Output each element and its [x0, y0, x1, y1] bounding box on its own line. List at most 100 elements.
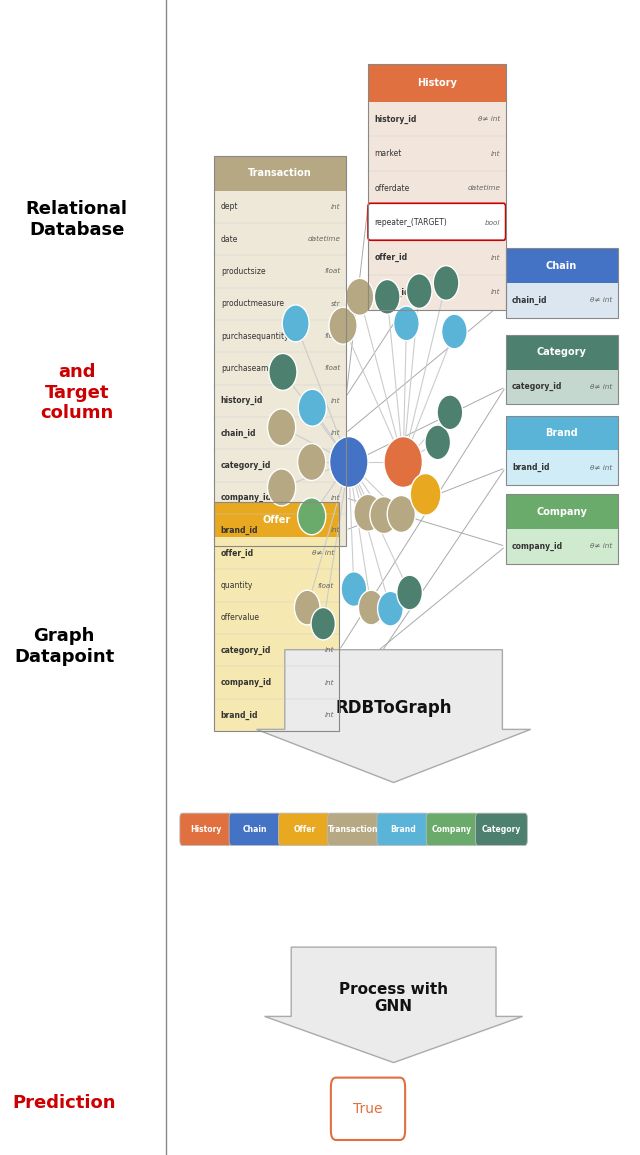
Ellipse shape	[298, 498, 326, 535]
Ellipse shape	[298, 389, 326, 426]
FancyBboxPatch shape	[506, 248, 618, 283]
FancyBboxPatch shape	[506, 494, 618, 529]
Text: datetime: datetime	[307, 236, 340, 243]
Text: float: float	[324, 333, 340, 340]
Ellipse shape	[397, 575, 422, 610]
Ellipse shape	[282, 305, 309, 342]
Text: chain_id: chain_id	[512, 296, 547, 305]
Text: Chain: Chain	[243, 825, 268, 834]
Ellipse shape	[341, 572, 367, 606]
Polygon shape	[264, 947, 523, 1063]
Text: int: int	[324, 647, 334, 654]
Ellipse shape	[437, 395, 463, 430]
Text: Transaction: Transaction	[328, 825, 379, 834]
Ellipse shape	[384, 437, 422, 487]
Text: Graph
Datapoint: Graph Datapoint	[14, 627, 114, 666]
FancyBboxPatch shape	[506, 416, 618, 450]
Text: brand_id: brand_id	[221, 526, 259, 535]
FancyBboxPatch shape	[328, 813, 380, 845]
Text: date: date	[221, 234, 238, 244]
Text: int: int	[491, 254, 500, 261]
Ellipse shape	[406, 274, 432, 308]
Text: θ≠ int: θ≠ int	[590, 464, 612, 471]
Text: purchasequantity: purchasequantity	[221, 331, 289, 341]
FancyBboxPatch shape	[214, 191, 346, 546]
Text: purchaseamount: purchaseamount	[221, 364, 285, 373]
Text: True: True	[353, 1102, 383, 1116]
Text: Brand: Brand	[390, 825, 416, 834]
Text: quantity: quantity	[221, 581, 253, 590]
Text: offerdate: offerdate	[374, 184, 410, 193]
FancyBboxPatch shape	[506, 370, 618, 404]
Text: Offer: Offer	[293, 825, 316, 834]
FancyBboxPatch shape	[377, 813, 429, 845]
Text: market: market	[374, 149, 402, 158]
Text: Offer: Offer	[262, 515, 291, 524]
FancyBboxPatch shape	[214, 156, 346, 191]
Text: θ≠ int: θ≠ int	[590, 543, 612, 550]
Ellipse shape	[378, 591, 403, 626]
Ellipse shape	[358, 590, 384, 625]
Text: int: int	[324, 679, 334, 686]
FancyBboxPatch shape	[506, 283, 618, 318]
Text: datetime: datetime	[467, 185, 500, 192]
Ellipse shape	[374, 280, 400, 314]
Text: and
Target
column: and Target column	[40, 363, 113, 423]
Text: repeater_(TARGET): repeater_(TARGET)	[374, 218, 447, 228]
Text: offervalue: offervalue	[221, 613, 260, 623]
Text: int: int	[331, 494, 340, 501]
Text: chain_id: chain_id	[221, 429, 256, 438]
FancyBboxPatch shape	[368, 102, 506, 310]
Text: int: int	[491, 289, 500, 296]
Text: history_id: history_id	[221, 396, 263, 405]
Text: int: int	[324, 711, 334, 718]
Ellipse shape	[298, 444, 326, 480]
Text: History: History	[190, 825, 221, 834]
Text: category_id: category_id	[221, 461, 271, 470]
Text: Relational
Database: Relational Database	[26, 200, 128, 239]
FancyBboxPatch shape	[368, 203, 506, 240]
Ellipse shape	[433, 266, 459, 300]
Text: Company: Company	[432, 825, 472, 834]
Text: category_id: category_id	[221, 646, 271, 655]
Text: Brand: Brand	[545, 429, 578, 438]
FancyBboxPatch shape	[214, 502, 339, 537]
Text: float: float	[318, 614, 334, 621]
Text: offer_id: offer_id	[374, 253, 408, 262]
Text: chain_id: chain_id	[374, 288, 410, 297]
Text: θ≠ int: θ≠ int	[590, 383, 612, 390]
Text: int: int	[491, 150, 500, 157]
FancyBboxPatch shape	[368, 64, 506, 102]
FancyBboxPatch shape	[278, 813, 330, 845]
FancyBboxPatch shape	[506, 450, 618, 485]
FancyBboxPatch shape	[506, 335, 618, 370]
Ellipse shape	[268, 409, 296, 446]
Text: category_id: category_id	[512, 382, 563, 392]
Text: Chain: Chain	[546, 261, 577, 270]
Text: int: int	[331, 527, 340, 534]
Text: Category: Category	[537, 348, 586, 357]
FancyBboxPatch shape	[476, 813, 527, 845]
Ellipse shape	[269, 353, 297, 390]
Ellipse shape	[354, 494, 382, 531]
Text: int: int	[331, 462, 340, 469]
FancyBboxPatch shape	[229, 813, 281, 845]
Polygon shape	[257, 649, 531, 783]
Text: brand_id: brand_id	[512, 463, 550, 472]
Text: Category: Category	[482, 825, 521, 834]
Ellipse shape	[346, 278, 374, 315]
Ellipse shape	[294, 590, 320, 625]
Text: RDBToGraph: RDBToGraph	[335, 699, 452, 717]
Ellipse shape	[330, 437, 368, 487]
Text: History: History	[417, 77, 457, 88]
Ellipse shape	[387, 495, 415, 532]
FancyBboxPatch shape	[214, 537, 339, 731]
Text: company_id: company_id	[221, 493, 272, 502]
Ellipse shape	[311, 608, 335, 640]
Ellipse shape	[370, 497, 398, 534]
Text: int: int	[331, 430, 340, 437]
Ellipse shape	[442, 314, 467, 349]
Text: productmeasure: productmeasure	[221, 299, 284, 308]
Text: history_id: history_id	[374, 114, 417, 124]
Text: θ≠ int: θ≠ int	[312, 550, 334, 557]
